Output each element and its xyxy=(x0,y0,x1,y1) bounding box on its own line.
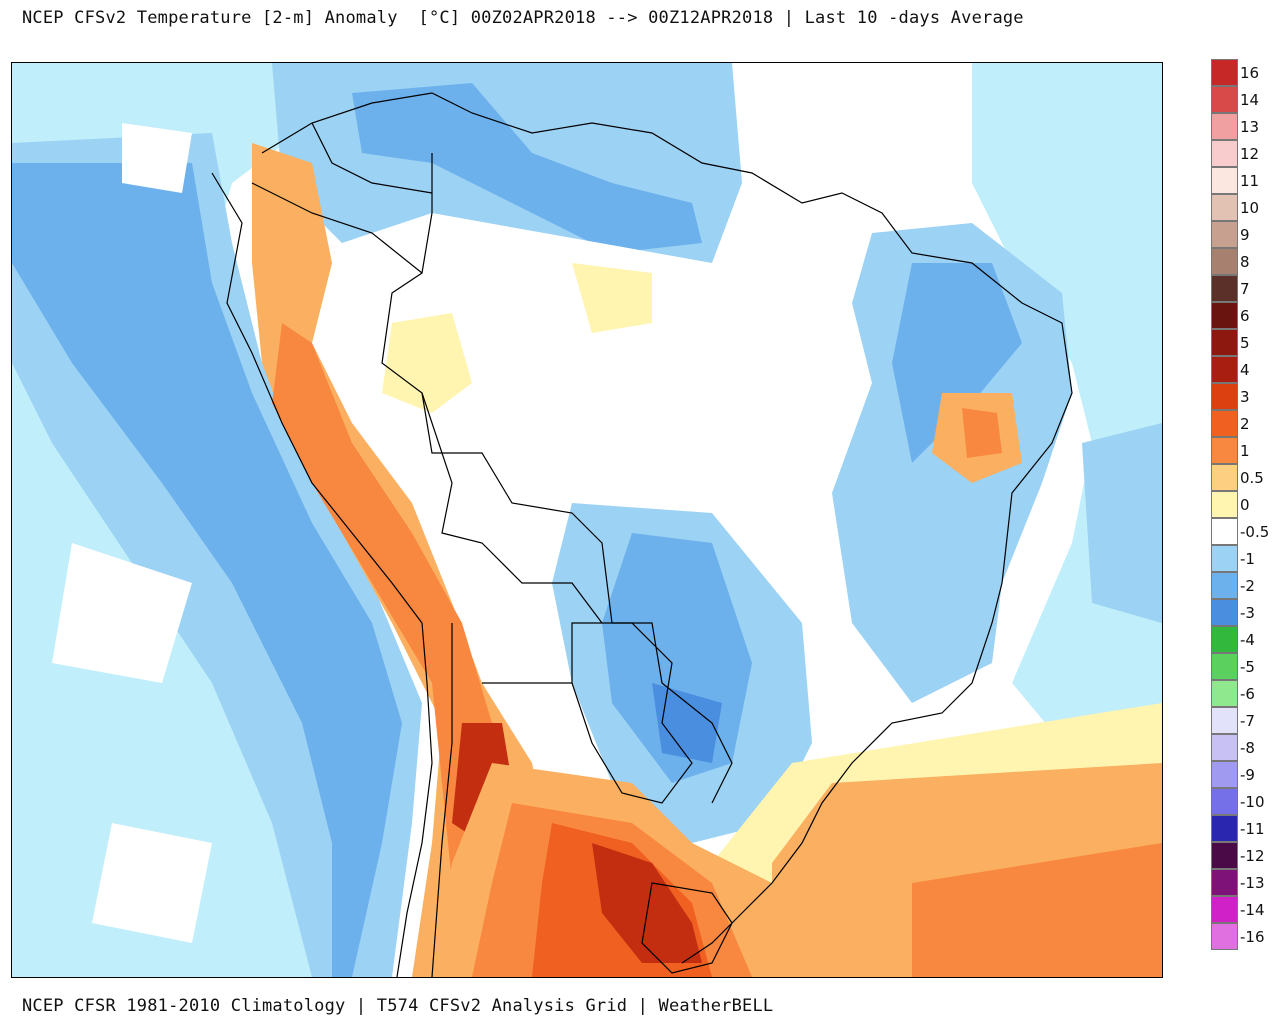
colorbar-cell xyxy=(1211,140,1238,167)
colorbar-tick-label: 8 xyxy=(1240,252,1250,271)
pacific-offshore-white xyxy=(52,123,212,943)
central-north-yellow xyxy=(572,263,652,333)
colorbar-tick-label: -5 xyxy=(1240,657,1255,676)
paraguay-border xyxy=(571,622,693,804)
colorbar-cell xyxy=(1211,410,1238,437)
central-brazil-neutral xyxy=(372,213,912,703)
colorbar-tick-label: 16 xyxy=(1240,63,1260,82)
colorbar-tick-label: -16 xyxy=(1240,927,1265,946)
colorbar-tick-label: -1 xyxy=(1240,549,1255,568)
colorbar-cell xyxy=(1211,572,1238,599)
pampas-hot-core xyxy=(592,843,702,963)
west-coastline xyxy=(211,172,433,977)
colorbar-tick-label: 4 xyxy=(1240,360,1250,379)
colorbar-tick-label: -9 xyxy=(1240,765,1255,784)
colorbar-cell xyxy=(1211,734,1238,761)
east-brazil-cool-core xyxy=(892,263,1022,463)
colorbar xyxy=(1211,59,1238,950)
colorbar-tick-label: 14 xyxy=(1240,90,1260,109)
colorbar-tick-label: -14 xyxy=(1240,900,1265,919)
colorbar-cell xyxy=(1211,626,1238,653)
colorbar-tick-label: 12 xyxy=(1240,144,1260,163)
colorbar-tick-label: 10 xyxy=(1240,198,1260,217)
pantanal-cool-strong xyxy=(652,683,722,763)
colorbar-cell xyxy=(1211,923,1238,950)
colorbar-tick-label: 0 xyxy=(1240,495,1250,514)
colorbar-cell xyxy=(1211,356,1238,383)
brazil-west-border xyxy=(381,153,733,804)
pacific-cool-core xyxy=(12,163,402,977)
colorbar-cell xyxy=(1211,599,1238,626)
colorbar-cell xyxy=(1211,653,1238,680)
colorbar-tick-label: 13 xyxy=(1240,117,1260,136)
colorbar-tick-label: 6 xyxy=(1240,306,1250,325)
colorbar-cell xyxy=(1211,113,1238,140)
north-coastline xyxy=(261,92,1073,964)
colorbar-tick-label: -7 xyxy=(1240,711,1255,730)
colorbar-tick-label: 0.5 xyxy=(1240,468,1264,487)
colorbar-cell xyxy=(1211,896,1238,923)
colorbar-tick-label: -12 xyxy=(1240,846,1265,865)
colorbar-cell xyxy=(1211,383,1238,410)
chart-title: NCEP CFSv2 Temperature [2-m] Anomaly [°C… xyxy=(22,8,1024,28)
colorbar-cell xyxy=(1211,167,1238,194)
colorbar-tick-label: -10 xyxy=(1240,792,1265,811)
colorbar-cell xyxy=(1211,275,1238,302)
colorbar-tick-label: 3 xyxy=(1240,387,1250,406)
colombia-venezuela-border xyxy=(311,122,433,194)
chile-argentina-border xyxy=(431,623,453,977)
anomaly-map xyxy=(11,62,1163,978)
colorbar-cell xyxy=(1211,491,1238,518)
colorbar-cell xyxy=(1211,815,1238,842)
atlantic-north-cool-core xyxy=(1082,423,1162,623)
colorbar-cell xyxy=(1211,329,1238,356)
colorbar-tick-label: -11 xyxy=(1240,819,1265,838)
colorbar-tick-label: 11 xyxy=(1240,171,1260,190)
colorbar-cell xyxy=(1211,545,1238,572)
colorbar-tick-label: -4 xyxy=(1240,630,1255,649)
colorbar-tick-label: -13 xyxy=(1240,873,1265,892)
country-borders xyxy=(211,92,1073,977)
colorbar-tick-label: 9 xyxy=(1240,225,1250,244)
colorbar-cell xyxy=(1211,707,1238,734)
colorbar-cell xyxy=(1211,680,1238,707)
colorbar-cell xyxy=(1211,518,1238,545)
colorbar-cell xyxy=(1211,437,1238,464)
colorbar-tick-label: 5 xyxy=(1240,333,1250,352)
colorbar-cell xyxy=(1211,248,1238,275)
colorbar-tick-label: -8 xyxy=(1240,738,1255,757)
north-amazon-cool-core xyxy=(352,83,702,253)
colorbar-tick-label: 2 xyxy=(1240,414,1250,433)
colorbar-tick-label: -2 xyxy=(1240,576,1255,595)
colorbar-cell xyxy=(1211,842,1238,869)
bolivia-border xyxy=(421,392,603,624)
colorbar-cell xyxy=(1211,59,1238,86)
colorbar-cell xyxy=(1211,86,1238,113)
colorbar-cell xyxy=(1211,194,1238,221)
colorbar-cell xyxy=(1211,761,1238,788)
colorbar-tick-label: -6 xyxy=(1240,684,1255,703)
colorbar-cell xyxy=(1211,464,1238,491)
colorbar-tick-label: -0.5 xyxy=(1240,522,1270,541)
colorbar-cell xyxy=(1211,302,1238,329)
anomaly-map-svg xyxy=(12,63,1162,977)
colorbar-tick-label: -3 xyxy=(1240,603,1255,622)
colorbar-cell xyxy=(1211,221,1238,248)
colorbar-tick-label: 1 xyxy=(1240,441,1250,460)
colorbar-tick-label: 7 xyxy=(1240,279,1250,298)
south-atlantic-warm xyxy=(912,843,1162,977)
central-yellow-patch xyxy=(382,313,472,413)
footer-credit: NCEP CFSR 1981-2010 Climatology | T574 C… xyxy=(22,996,774,1016)
colorbar-cell xyxy=(1211,788,1238,815)
colorbar-cell xyxy=(1211,869,1238,896)
uruguay-border xyxy=(641,882,733,974)
peru-ecuador-border xyxy=(251,182,423,274)
northeast-warm-core xyxy=(962,408,1002,458)
